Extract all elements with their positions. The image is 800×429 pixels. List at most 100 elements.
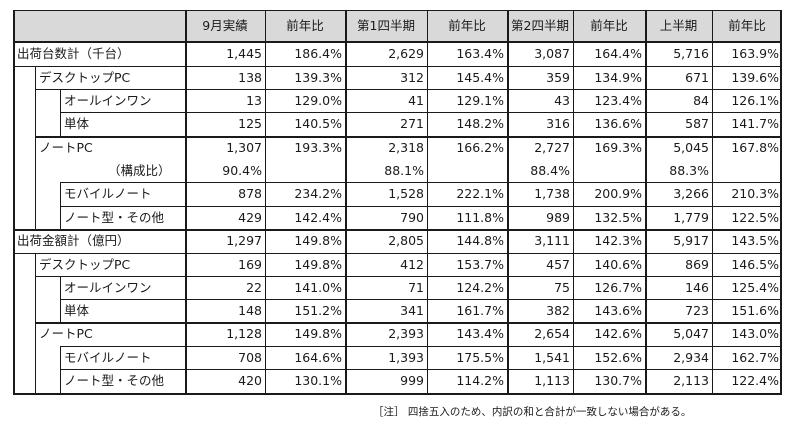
table-row: デスクトップPC 169 149.8% 412 153.7% 457 140.6% 869 14… xyxy=(13,253,782,276)
value-cell: 1,779 xyxy=(673,210,709,225)
grid-line xyxy=(427,10,428,393)
value-cell: 146 xyxy=(685,280,709,295)
value-cell: 420 xyxy=(238,373,262,388)
grid-line xyxy=(60,112,782,113)
table-row: デスクトップPC 138 139.3% 312 145.4% 359 134.9% 671 13… xyxy=(13,66,782,89)
grid-line xyxy=(60,346,782,347)
yoy-cell: 169.3% xyxy=(594,140,642,155)
row-label: モバイルノート xyxy=(64,350,152,365)
header-divider xyxy=(13,41,782,43)
yoy-cell: 142.3% xyxy=(594,233,642,248)
grid-line xyxy=(573,10,574,393)
yoy-cell: 143.6% xyxy=(594,303,642,318)
row-label: ノートPC xyxy=(39,140,93,155)
grid-line xyxy=(712,10,713,393)
value-cell: 3,266 xyxy=(673,186,709,201)
table-header: 9月実績 前年比 第1四半期 前年比 第2四半期 前年比 上半期 前年比 xyxy=(13,10,782,42)
value-cell: 271 xyxy=(400,116,424,131)
row-label: デスクトップPC xyxy=(39,70,131,85)
value-cell: 1,113 xyxy=(534,373,570,388)
table-border-right xyxy=(780,10,782,395)
value-cell: 341 xyxy=(400,303,424,318)
value-cell: 2,805 xyxy=(388,233,424,248)
value-cell: 869 xyxy=(685,257,709,272)
row-label: オールインワン xyxy=(64,93,152,108)
header-h1: 上半期 xyxy=(645,10,712,42)
yoy-cell: 193.3% xyxy=(294,140,342,155)
yoy-cell: 145.4% xyxy=(456,70,504,85)
value-cell: 125 xyxy=(238,116,262,131)
header-corner xyxy=(13,10,185,42)
value-cell: 5,917 xyxy=(673,233,709,248)
value-cell: 2,113 xyxy=(673,373,709,388)
value-cell: 2,318 xyxy=(388,140,424,155)
yoy-cell: 114.2% xyxy=(456,373,504,388)
value-cell: 412 xyxy=(400,257,424,272)
yoy-cell: 130.1% xyxy=(294,373,342,388)
grid-line xyxy=(35,89,782,90)
yoy-cell: 161.7% xyxy=(456,303,504,318)
value-cell: 148 xyxy=(238,303,262,318)
value-cell: 3,087 xyxy=(534,46,570,61)
yoy-cell xyxy=(427,159,507,182)
value-cell: 878 xyxy=(238,186,262,201)
row-label: ノート型・その他 xyxy=(64,210,165,225)
yoy-cell: 149.8% xyxy=(294,233,342,248)
yoy-cell: 186.4% xyxy=(294,46,342,61)
value-cell: 5,045 xyxy=(673,140,709,155)
yoy-cell: 122.5% xyxy=(731,210,779,225)
table-row: （構成比） 90.4% 88.1% 88.4% 88.3% xyxy=(13,159,782,182)
grid-line xyxy=(60,369,782,370)
yoy-cell xyxy=(573,159,645,182)
yoy-cell: 126.7% xyxy=(594,280,642,295)
yoy-cell: 141.7% xyxy=(731,116,779,131)
value-cell: 790 xyxy=(400,210,424,225)
yoy-cell: 166.2% xyxy=(456,140,504,155)
indent-line xyxy=(35,66,36,229)
grid-line xyxy=(13,253,782,254)
value-cell: 2,629 xyxy=(388,46,424,61)
yoy-cell: 153.7% xyxy=(456,257,504,272)
value-cell: 312 xyxy=(400,70,424,85)
yoy-cell: 163.4% xyxy=(456,46,504,61)
value-cell: 5,047 xyxy=(673,326,709,341)
value-cell: 13 xyxy=(246,93,262,108)
header-q2-yoy: 前年比 xyxy=(573,10,645,42)
yoy-cell: 222.1% xyxy=(456,186,504,201)
yoy-cell: 200.9% xyxy=(594,186,642,201)
value-cell: 1,541 xyxy=(534,350,570,365)
row-label: 出荷台数計（千台） xyxy=(17,46,130,61)
header-q1-yoy: 前年比 xyxy=(427,10,507,42)
row-label: 出荷金額計（億円） xyxy=(17,233,130,248)
value-cell: 316 xyxy=(546,116,570,131)
table-row: オールインワン 22 141.0% 71 124.2% 75 126.7% 146 125.4% xyxy=(13,276,782,299)
yoy-cell: 132.5% xyxy=(594,210,642,225)
value-cell: 2,934 xyxy=(673,350,709,365)
yoy-cell: 151.6% xyxy=(731,303,779,318)
table-row: 単体 125 140.5% 271 148.2% 316 136.6% 587 141.7% xyxy=(13,112,782,136)
value-cell: 382 xyxy=(546,303,570,318)
table-row: 出荷金額計（億円） 1,297 149.8% 2,805 144.8% 3,111 142.… xyxy=(13,229,782,253)
yoy-cell: 146.5% xyxy=(731,257,779,272)
yoy-cell: 143.4% xyxy=(456,326,504,341)
yoy-cell: 149.8% xyxy=(294,257,342,272)
grid-line xyxy=(645,10,647,393)
yoy-cell: 152.6% xyxy=(594,350,642,365)
yoy-cell: 234.2% xyxy=(294,186,342,201)
yoy-cell: 124.2% xyxy=(456,280,504,295)
footnote: ［注］ 四捨五入のため、内訳の和と合計が一致しない場合がある。 xyxy=(373,406,692,418)
yoy-cell: 136.6% xyxy=(594,116,642,131)
yoy-cell: 140.5% xyxy=(294,116,342,131)
yoy-cell: 123.4% xyxy=(594,93,642,108)
value-cell: 71 xyxy=(408,280,424,295)
indent-line xyxy=(60,182,61,229)
value-cell: 1,307 xyxy=(226,140,262,155)
yoy-cell: 122.4% xyxy=(731,373,779,388)
value-cell: 1,528 xyxy=(388,186,424,201)
value-cell: 2,654 xyxy=(534,326,570,341)
table-row: ノートPC 1,307 193.3% 2,318 166.2% 2,727 169.3% 5,… xyxy=(13,136,782,159)
yoy-cell: 129.0% xyxy=(294,93,342,108)
yoy-cell: 164.4% xyxy=(594,46,642,61)
value-cell: 1,128 xyxy=(226,326,262,341)
value-cell: 138 xyxy=(238,70,262,85)
